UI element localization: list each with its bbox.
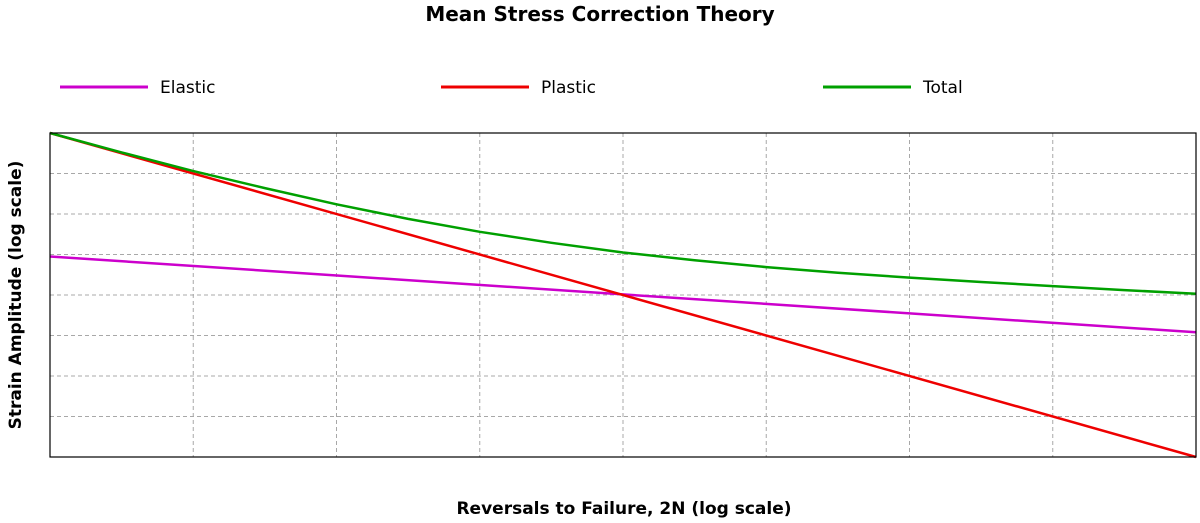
series-lines <box>49 131 1197 459</box>
series-line-total <box>49 131 1197 296</box>
legend-label-plastic: Plastic <box>541 78 596 98</box>
chart-title: Mean Stress Correction Theory <box>425 2 774 26</box>
y-axis-label: Strain Amplitude (log scale) <box>6 161 26 430</box>
x-axis-label: Reversals to Failure, 2N (log scale) <box>456 499 791 519</box>
legend-label-elastic: Elastic <box>160 78 215 98</box>
legend: Elastic Plastic Total <box>60 78 963 98</box>
legend-label-total: Total <box>922 78 963 98</box>
series-line-plastic <box>49 131 1197 459</box>
plot-area <box>49 132 1197 458</box>
